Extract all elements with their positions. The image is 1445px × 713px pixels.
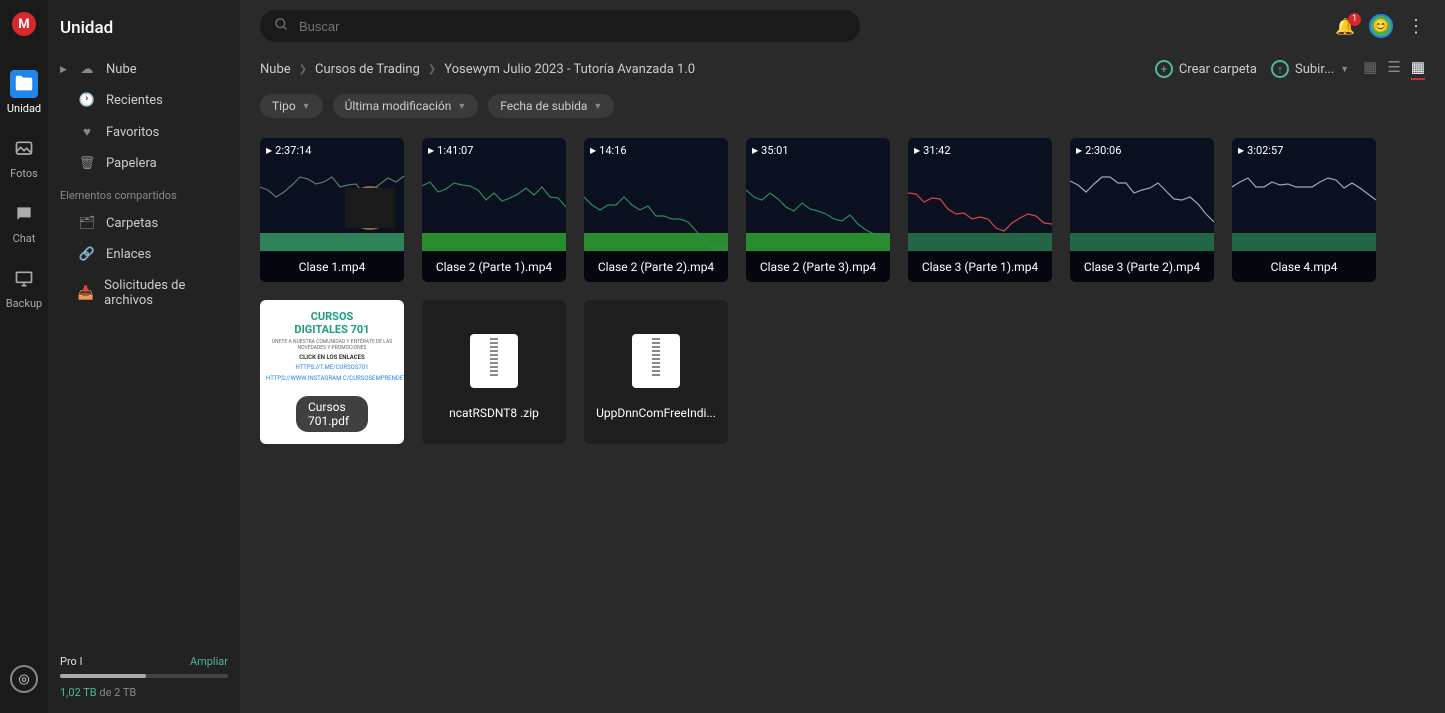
image-icon bbox=[10, 135, 38, 163]
rail-item-backup[interactable]: Backup bbox=[0, 255, 48, 320]
file-tile[interactable]: CURSOS DIGITALES 701 ÚNETE A NUESTRA COM… bbox=[260, 300, 404, 444]
file-tile[interactable]: UppDnnComFreeIndi... bbox=[584, 300, 728, 444]
video-duration: 35:01 bbox=[752, 144, 789, 157]
rail-item-fotos[interactable]: Fotos bbox=[0, 125, 48, 190]
main-content: 🔔1 😊 ⋮ Nube ❯ Cursos de Trading ❯ Yosewym Ju… bbox=[240, 0, 1445, 713]
monitor-icon bbox=[10, 265, 38, 293]
sidebar-section-shared: Elementos compartidos bbox=[48, 179, 240, 208]
file-name: Clase 3 (Parte 2).mp4 bbox=[1070, 252, 1214, 282]
breadcrumb-item[interactable]: Nube bbox=[260, 62, 291, 77]
link-icon: 🔗 bbox=[78, 247, 96, 262]
nav-favoritos[interactable]: ♥Favoritos bbox=[48, 116, 240, 148]
filter-tipo[interactable]: Tipo▼ bbox=[260, 94, 323, 118]
view-image-icon[interactable]: ▦ bbox=[1363, 58, 1377, 80]
file-name: Clase 2 (Parte 3).mp4 bbox=[746, 252, 890, 282]
chevron-right-icon: ❯ bbox=[299, 64, 307, 75]
nav-recientes[interactable]: 🕐Recientes bbox=[48, 85, 240, 116]
sidebar-title: Unidad bbox=[48, 0, 240, 54]
file-tile[interactable]: 1:41:07 Clase 2 (Parte 1).mp4 bbox=[422, 138, 566, 282]
video-duration: 2:30:06 bbox=[1076, 144, 1121, 157]
upload-icon: ↑ bbox=[1271, 60, 1289, 78]
chat-icon bbox=[10, 200, 38, 228]
breadcrumb-item[interactable]: Yosewym Julio 2023 - Tutoría Avanzada 1.… bbox=[444, 62, 695, 77]
file-name: Clase 2 (Parte 2).mp4 bbox=[584, 252, 728, 282]
storage-used: 1,02 TB bbox=[60, 686, 97, 699]
filter-última-modificación[interactable]: Última modificación▼ bbox=[333, 94, 479, 118]
request-icon: 📥 bbox=[77, 286, 94, 301]
search-input[interactable] bbox=[299, 19, 846, 34]
rail-item-chat[interactable]: Chat bbox=[0, 190, 48, 255]
achievements-icon[interactable]: ◎ bbox=[10, 665, 38, 693]
chevron-down-icon: ▼ bbox=[457, 101, 466, 112]
notification-badge: 1 bbox=[1348, 13, 1361, 26]
nav-nube[interactable]: ▶☁Nube bbox=[48, 54, 240, 85]
video-duration: 2:37:14 bbox=[266, 144, 311, 157]
user-avatar[interactable]: 😊 bbox=[1369, 14, 1393, 38]
zip-icon bbox=[470, 334, 518, 388]
chevron-down-icon: ▼ bbox=[593, 101, 602, 112]
app-logo[interactable]: M bbox=[12, 12, 36, 36]
file-tile[interactable]: 2:37:14 Clase 1.mp4 bbox=[260, 138, 404, 282]
cloud-icon: ☁ bbox=[78, 62, 96, 77]
menu-icon[interactable]: ⋮ bbox=[1407, 16, 1425, 37]
search-icon bbox=[274, 17, 289, 36]
nav-papelera[interactable]: 🗑Papelera bbox=[48, 148, 240, 179]
file-name: Clase 2 (Parte 1).mp4 bbox=[422, 252, 566, 282]
search-box[interactable] bbox=[260, 10, 860, 42]
view-grid-icon[interactable]: ▦ bbox=[1411, 58, 1425, 80]
upload-button[interactable]: ↑ Subir... ▼ bbox=[1271, 60, 1349, 78]
file-name: ncatRSDNT8 .zip bbox=[422, 406, 566, 420]
file-name: Cursos 701.pdf bbox=[296, 396, 368, 432]
breadcrumb: Nube ❯ Cursos de Trading ❯ Yosewym Julio 202… bbox=[260, 62, 695, 77]
nav-carpetas[interactable]: 🗂Carpetas bbox=[48, 208, 240, 239]
left-rail: M UnidadFotosChatBackup ◎ bbox=[0, 0, 48, 713]
file-tile[interactable]: 14:16 Clase 2 (Parte 2).mp4 bbox=[584, 138, 728, 282]
view-list-icon[interactable]: ☰ bbox=[1387, 58, 1400, 80]
storage-total: 2 TB bbox=[114, 686, 136, 699]
file-name: UppDnnComFreeIndi... bbox=[584, 406, 728, 420]
breadcrumb-item[interactable]: Cursos de Trading bbox=[315, 62, 420, 77]
clock-icon: 🕐 bbox=[78, 93, 96, 108]
file-tile[interactable]: 31:42 Clase 3 (Parte 1).mp4 bbox=[908, 138, 1052, 282]
rail-item-unidad[interactable]: Unidad bbox=[0, 60, 48, 125]
file-tile[interactable]: 2:30:06 Clase 3 (Parte 2).mp4 bbox=[1070, 138, 1214, 282]
nav-enlaces[interactable]: 🔗Enlaces bbox=[48, 239, 240, 270]
nav-solicitudes-de-archivos[interactable]: 📥Solicitudes de archivos bbox=[48, 270, 240, 316]
file-tile[interactable]: 3:02:57 Clase 4.mp4 bbox=[1232, 138, 1376, 282]
plus-icon: + bbox=[1155, 60, 1173, 78]
file-name: Clase 3 (Parte 1).mp4 bbox=[908, 252, 1052, 282]
folder-icon bbox=[10, 70, 38, 98]
chevron-right-icon: ❯ bbox=[428, 64, 436, 75]
upgrade-link[interactable]: Ampliar bbox=[190, 655, 228, 668]
sidebar: Unidad ▶☁Nube🕐Recientes♥Favoritos🗑Papele… bbox=[48, 0, 240, 713]
video-duration: 31:42 bbox=[914, 144, 951, 157]
notifications-icon[interactable]: 🔔1 bbox=[1335, 17, 1355, 36]
trash-icon: 🗑 bbox=[78, 156, 96, 171]
filter-fecha-de-subida[interactable]: Fecha de subida▼ bbox=[488, 94, 614, 118]
file-tile[interactable]: ncatRSDNT8 .zip bbox=[422, 300, 566, 444]
create-folder-button[interactable]: + Crear carpeta bbox=[1155, 60, 1257, 78]
storage-widget: Pro I Ampliar 1,02 TB de 2 TB bbox=[48, 645, 240, 713]
heart-icon: ♥ bbox=[78, 124, 96, 140]
video-duration: 3:02:57 bbox=[1238, 144, 1283, 157]
file-name: Clase 4.mp4 bbox=[1232, 252, 1376, 282]
chevron-down-icon: ▼ bbox=[1340, 64, 1349, 75]
chevron-right-icon: ▶ bbox=[60, 65, 68, 75]
zip-icon bbox=[632, 334, 680, 388]
file-tile[interactable]: 35:01 Clase 2 (Parte 3).mp4 bbox=[746, 138, 890, 282]
file-name: Clase 1.mp4 bbox=[260, 252, 404, 282]
video-duration: 14:16 bbox=[590, 144, 627, 157]
file-grid: 2:37:14 Clase 1.mp4 1:41:07 Clase 2 (Par… bbox=[240, 118, 1445, 464]
video-duration: 1:41:07 bbox=[428, 144, 473, 157]
folders-icon: 🗂 bbox=[78, 216, 96, 231]
chevron-down-icon: ▼ bbox=[302, 101, 311, 112]
storage-plan: Pro I bbox=[60, 655, 83, 668]
